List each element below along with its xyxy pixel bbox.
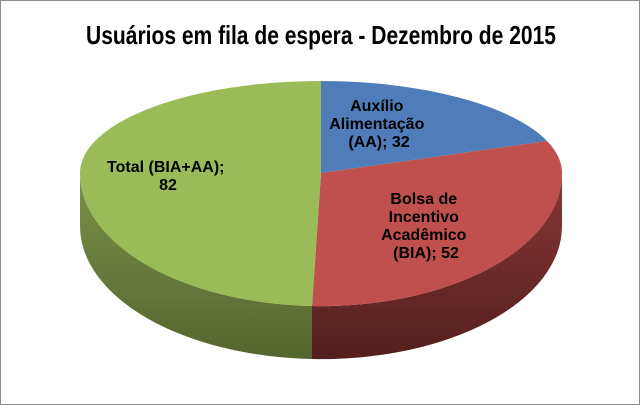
chart-title: Usuários em fila de espera - Dezembro de… xyxy=(86,20,556,50)
data-label-line: (BIA); 52 xyxy=(393,245,459,262)
pie-slice-bia-side xyxy=(312,173,563,360)
data-label-line: Incentivo xyxy=(389,209,459,226)
pie-top-group xyxy=(79,81,563,307)
data-label-line: Total (BIA+AA); xyxy=(107,159,224,176)
pie-slice-bia xyxy=(312,141,563,307)
data-label-aa: Auxílio Alimentação (AA); 32 xyxy=(329,98,429,151)
data-label-line: Alimentação xyxy=(329,116,424,133)
data-label-line: Acadêmico xyxy=(381,227,467,244)
data-label-line: (AA); 32 xyxy=(348,134,409,151)
pie-side-group xyxy=(79,173,563,360)
data-label-bia: Bolsa de Incentivo Acadêmico (BIA); 52 xyxy=(381,191,471,262)
pie-slice-total xyxy=(79,81,321,306)
data-label-line: Auxílio xyxy=(350,98,404,115)
data-label-line: 82 xyxy=(159,177,177,194)
pie-slice-total-side xyxy=(79,173,312,359)
pie-slice-aa xyxy=(321,81,547,173)
data-label-line: Bolsa de xyxy=(390,191,457,208)
data-label-total: Total (BIA+AA); 82 xyxy=(107,159,229,194)
